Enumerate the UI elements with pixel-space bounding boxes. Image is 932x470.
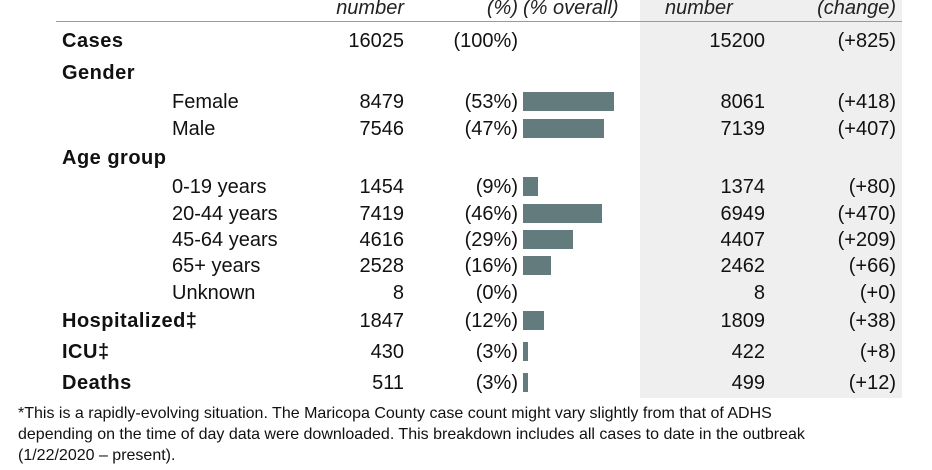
header-pct-overall: (% overall): [523, 0, 619, 19]
case-count: 1454: [359, 176, 405, 198]
previous-count: 4407: [720, 229, 766, 251]
case-count: 1847: [359, 310, 405, 332]
count-change: (+418): [837, 91, 896, 113]
table-row: Hospitalized‡ 1847 (12%) 1809 (+38): [0, 308, 932, 334]
table-row: 65+ years 2528 (16%) 2462 (+66): [0, 253, 932, 279]
previous-count: 7139: [720, 118, 766, 140]
table-row: Age group: [0, 145, 932, 171]
case-count: 7419: [359, 203, 405, 225]
header-change: (change): [817, 0, 896, 19]
previous-count: 6949: [720, 203, 766, 225]
percent-bar: [523, 311, 544, 330]
previous-count: 8061: [720, 91, 766, 113]
count-change: (+407): [837, 118, 896, 140]
percent-bar: [523, 373, 528, 392]
percent-bar: [523, 230, 573, 249]
previous-count: 2462: [720, 255, 766, 277]
table-row: Male 7546 (47%) 7139 (+407): [0, 116, 932, 142]
row-label: 45-64 years: [172, 229, 278, 251]
previous-count: 1374: [720, 176, 766, 198]
previous-count: 15200: [709, 30, 765, 52]
row-label: Unknown: [172, 282, 256, 304]
percent-bar: [523, 119, 604, 138]
previous-count: 1809: [720, 310, 766, 332]
case-count: 7546: [359, 118, 405, 140]
percent-bar: [523, 256, 551, 275]
table-row: 20-44 years 7419 (46%) 6949 (+470): [0, 201, 932, 227]
footnote: *This is a rapidly-evolving situation. T…: [18, 403, 928, 466]
footnote-line: *This is a rapidly-evolving situation. T…: [18, 405, 772, 422]
case-percent: (47%): [464, 118, 518, 140]
case-percent: (16%): [464, 255, 518, 277]
case-percent: (9%): [475, 176, 518, 198]
count-change: (+209): [837, 229, 896, 251]
row-label: 65+ years: [172, 255, 261, 277]
case-count: 4616: [359, 229, 405, 251]
row-label: 20-44 years: [172, 203, 278, 225]
case-percent: (53%): [464, 91, 518, 113]
case-count: 8: [392, 282, 404, 304]
percent-bar: [523, 342, 528, 361]
table-row: Female 8479 (53%) 8061 (+418): [0, 89, 932, 115]
percent-bar: [523, 177, 538, 196]
previous-count: 422: [731, 341, 765, 363]
previous-count: 499: [731, 372, 765, 394]
count-change: (+80): [848, 176, 896, 198]
table-row: 0-19 years 1454 (9%) 1374 (+80): [0, 174, 932, 200]
footnote-line: depending on the time of day data were d…: [18, 426, 805, 443]
case-count: 511: [372, 372, 404, 394]
row-label: Deaths: [62, 372, 132, 394]
row-label: Gender: [62, 62, 136, 84]
table-row: Gender: [0, 60, 932, 86]
row-label: Hospitalized‡: [62, 310, 198, 332]
count-change: (+12): [848, 372, 896, 394]
case-count: 8479: [359, 91, 405, 113]
table-row: Cases 16025 (100%) 15200 (+825): [0, 28, 932, 54]
row-label: Female: [172, 91, 239, 113]
case-percent: (0%): [475, 282, 518, 304]
count-change: (+8): [859, 341, 896, 363]
comparison-column-shading: [640, 0, 902, 398]
case-percent: (3%): [475, 372, 518, 394]
table-row: 45-64 years 4616 (29%) 4407 (+209): [0, 227, 932, 253]
case-percent: (3%): [475, 341, 518, 363]
row-label: 0-19 years: [172, 176, 267, 198]
case-percent: (29%): [464, 229, 518, 251]
row-label: Male: [172, 118, 216, 140]
header-number: number: [336, 0, 404, 19]
count-change: (+0): [859, 282, 896, 304]
count-change: (+38): [848, 310, 896, 332]
header-rule: [56, 21, 902, 22]
case-count: 16025: [348, 30, 404, 52]
case-percent: (12%): [464, 310, 518, 332]
header-pct: (%): [486, 0, 518, 19]
footnote-line: (1/22/2020 – present).: [18, 447, 176, 464]
table-row: ICU‡ 430 (3%) 422 (+8): [0, 339, 932, 365]
table-row: Unknown 8 (0%) 8 (+0): [0, 280, 932, 306]
percent-bar: [523, 204, 602, 223]
case-count: 2528: [359, 255, 405, 277]
case-percent: (100%): [453, 30, 518, 52]
count-change: (+825): [837, 30, 896, 52]
header-number-previous: number: [665, 0, 733, 19]
case-percent: (46%): [464, 203, 518, 225]
row-label: Cases: [62, 30, 124, 52]
row-label: Age group: [62, 147, 167, 169]
count-change: (+66): [848, 255, 896, 277]
table-row: Deaths 511 (3%) 499 (+12): [0, 370, 932, 396]
previous-count: 8: [753, 282, 765, 304]
row-label: ICU‡: [62, 341, 110, 363]
case-count: 430: [370, 341, 404, 363]
count-change: (+470): [837, 203, 896, 225]
percent-bar: [523, 92, 614, 111]
